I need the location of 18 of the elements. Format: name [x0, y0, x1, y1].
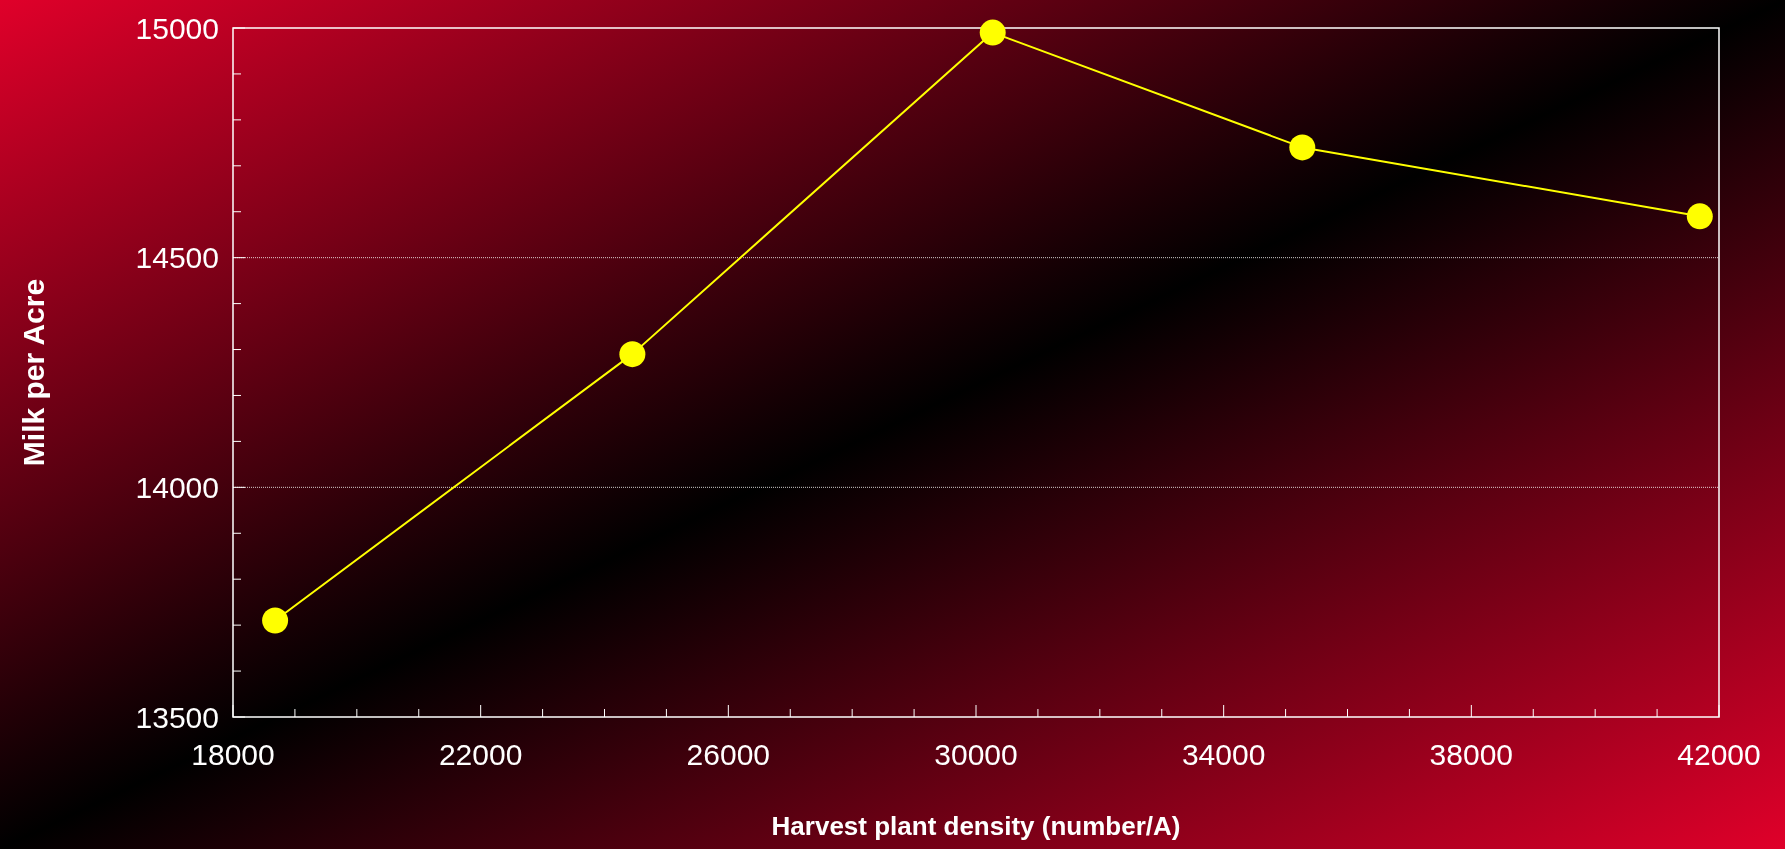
point: [1686, 203, 1713, 230]
x-tick-label: 34000: [1181, 738, 1266, 771]
y-tick-label: 13500: [135, 700, 219, 734]
x-tick-label: 38000: [1429, 738, 1514, 771]
x-axis-title: Harvest plant density (number/A): [771, 811, 1181, 841]
x-tick-label: 22000: [438, 738, 523, 771]
point: [619, 341, 646, 368]
point: [262, 607, 289, 634]
y-axis-title: Milk per Acre: [17, 278, 50, 467]
x-tick-label: 42000: [1677, 738, 1761, 771]
x-tick-label: 26000: [686, 738, 771, 771]
y-tick-label: 14500: [135, 241, 219, 275]
point: [979, 19, 1006, 46]
point: [1289, 134, 1316, 161]
x-tick-label: 30000: [934, 738, 1018, 771]
y-tick-label: 15000: [135, 11, 219, 45]
y-tick-label: 14000: [135, 470, 219, 504]
x-tick-label: 18000: [191, 738, 275, 771]
